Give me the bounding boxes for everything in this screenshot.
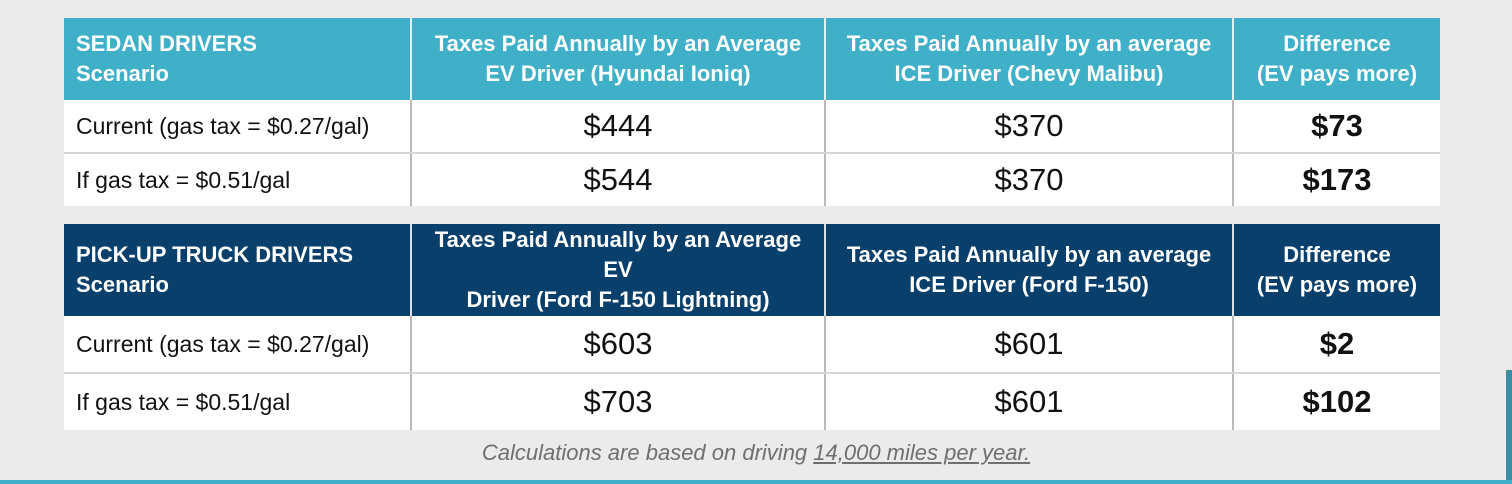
truck-header-ev: Taxes Paid Annually by an Average EV Driv…	[410, 224, 824, 316]
sedan-table: SEDAN DRIVERS Scenario Taxes Paid Annuall…	[64, 18, 1440, 206]
header-line: Taxes Paid Annually by an average	[846, 31, 1212, 56]
sedan-header-scenario: SEDAN DRIVERS Scenario	[64, 18, 410, 100]
row-divider	[64, 372, 410, 374]
truck-row2-ev: $703	[410, 374, 824, 430]
truck-header-scenario: PICK-UP TRUCK DRIVERS Scenario	[64, 224, 410, 316]
row-divider	[410, 152, 824, 154]
footnote-text: Calculations are based on driving	[481, 440, 814, 465]
row-divider	[410, 372, 824, 374]
row-divider	[1232, 372, 1440, 374]
sedan-row2-diff: $173	[1232, 154, 1440, 206]
row-divider	[824, 152, 1232, 154]
sedan-row1-scenario: Current (gas tax = $0.27/gal)	[64, 100, 410, 152]
sedan-row1-ev: $444	[410, 100, 824, 152]
truck-row1-diff: $2	[1232, 316, 1440, 372]
sedan-row2-scenario: If gas tax = $0.51/gal	[64, 154, 410, 206]
truck-row2-diff: $102	[1232, 374, 1440, 430]
truck-row2-scenario: If gas tax = $0.51/gal	[64, 374, 410, 430]
header-line: (EV pays more)	[1256, 272, 1418, 297]
bottom-accent-bar	[0, 480, 1512, 484]
header-line: Scenario	[76, 61, 169, 86]
truck-header-diff: Difference (EV pays more)	[1232, 224, 1440, 316]
sedan-header-ice: Taxes Paid Annually by an average ICE Dri…	[824, 18, 1232, 100]
header-line: Taxes Paid Annually by an average	[846, 242, 1212, 267]
sedan-row1-ice: $370	[824, 100, 1232, 152]
truck-row1-ev: $603	[410, 316, 824, 372]
header-line: Difference	[1283, 31, 1391, 56]
sedan-header-ev: Taxes Paid Annually by an Average EV Driv…	[410, 18, 824, 100]
truck-table: PICK-UP TRUCK DRIVERS Scenario Taxes Paid…	[64, 224, 1440, 430]
truck-row1-scenario: Current (gas tax = $0.27/gal)	[64, 316, 410, 372]
footnote: Calculations are based on driving 14,000…	[0, 440, 1512, 466]
row-divider	[64, 152, 410, 154]
sedan-header-diff: Difference (EV pays more)	[1232, 18, 1440, 100]
header-line: Taxes Paid Annually by an Average	[434, 31, 802, 56]
sedan-row1-diff: $73	[1232, 100, 1440, 152]
header-line: ICE Driver (Chevy Malibu)	[894, 61, 1164, 86]
header-line: ICE Driver (Ford F-150)	[909, 272, 1149, 297]
truck-header-ice: Taxes Paid Annually by an average ICE Dri…	[824, 224, 1232, 316]
sedan-row2-ice: $370	[824, 154, 1232, 206]
header-line: PICK-UP TRUCK DRIVERS	[76, 242, 354, 267]
header-line: EV Driver (Hyundai Ioniq)	[485, 61, 751, 86]
row-divider	[824, 372, 1232, 374]
header-line: Taxes Paid Annually by an Average EV	[434, 227, 802, 282]
header-line: SEDAN DRIVERS	[76, 31, 257, 56]
header-line: Difference	[1283, 242, 1391, 267]
header-line: (EV pays more)	[1256, 61, 1418, 86]
header-line: Scenario	[76, 272, 169, 297]
footnote-miles: 14,000 miles per year.	[813, 440, 1031, 465]
header-line: Driver (Ford F-150 Lightning)	[466, 287, 770, 312]
row-divider	[1232, 152, 1440, 154]
truck-row2-ice: $601	[824, 374, 1232, 430]
sedan-row2-ev: $544	[410, 154, 824, 206]
truck-row1-ice: $601	[824, 316, 1232, 372]
side-scroll-tab[interactable]	[1506, 370, 1512, 480]
